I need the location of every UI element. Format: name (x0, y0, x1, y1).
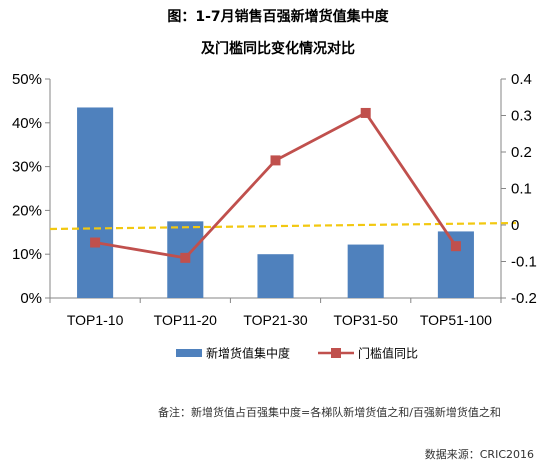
line-point (180, 252, 191, 263)
line-point (270, 155, 281, 166)
bar (347, 244, 384, 298)
left-tick-label: 0% (20, 290, 42, 307)
right-tick-label: -0.1 (511, 254, 537, 271)
line-point (450, 241, 461, 252)
legend-swatch-marker (331, 348, 341, 358)
legend-swatch-bar (176, 349, 202, 357)
line-point (360, 107, 371, 118)
right-tick-label: -0.2 (511, 290, 537, 307)
chart-title: 图：1-7月销售百强新增货值集中度 (167, 9, 389, 25)
reference-line (49, 221, 517, 231)
right-tick-label: 0.3 (511, 108, 532, 125)
left-tick-label: 30% (12, 159, 42, 176)
right-tick-label: 0.1 (511, 181, 532, 198)
right-tick-label: 0.2 (511, 144, 532, 161)
bar (257, 254, 294, 298)
category-label: TOP11-20 (154, 312, 218, 328)
category-label: TOP1-10 (67, 312, 124, 328)
left-tick-label: 40% (12, 115, 42, 132)
series-line (94, 111, 458, 260)
left-tick-label: 20% (12, 202, 42, 219)
formula-note: 备注：新增货值占百强集中度=各梯队新增货值之和/百强新增货值之和 (158, 406, 501, 419)
legend-label: 新增货值集中度 (206, 346, 290, 361)
right-tick-label: 0.4 (511, 71, 532, 88)
source-note: 数据来源：CRIC2016 (424, 448, 534, 461)
left-tick-label: 10% (12, 246, 42, 263)
right-tick-label: 0 (511, 217, 519, 234)
left-tick-label: 50% (12, 71, 42, 88)
category-label: TOP21-30 (243, 312, 308, 328)
category-label: TOP31-50 (334, 312, 399, 328)
category-label: TOP51-100 (420, 312, 492, 328)
line-point (90, 237, 101, 248)
chart-subtitle: 及门槛同比变化情况对比 (201, 41, 355, 57)
legend-label: 门槛值同比 (358, 346, 418, 361)
bar (77, 107, 114, 298)
